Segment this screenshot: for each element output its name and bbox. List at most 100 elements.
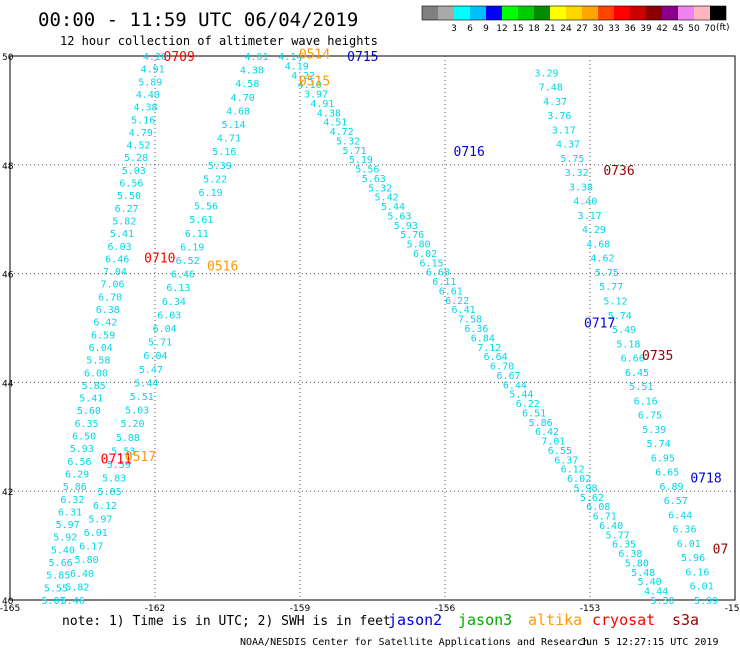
legend-swatch [566, 6, 582, 20]
wave-height-value: 6.55 [548, 446, 572, 457]
wave-height-value: 5.20 [120, 419, 144, 430]
wave-height-value: 5.60 [77, 406, 101, 417]
wave-height-value: 6.44 [503, 380, 527, 391]
legend-bin-label: 15 [512, 24, 523, 34]
wave-height-value: 4.79 [129, 128, 153, 139]
pass-time-label: 0711 [101, 453, 132, 468]
wave-height-value: 5.93 [70, 444, 94, 455]
wave-height-value: 6.56 [67, 457, 91, 468]
wave-height-value: 5.18 [616, 339, 640, 350]
pass-time-label: 0716 [454, 145, 485, 160]
wave-height-value: 6.16 [634, 396, 658, 407]
wave-height-value: 6.44 [668, 510, 692, 521]
wave-height-value: 6.16 [685, 567, 709, 578]
wave-height-value: 5.74 [608, 311, 632, 322]
wave-height-value: 4.91 [310, 99, 334, 110]
wave-height-value: 3.17 [552, 125, 576, 136]
wave-height-value: 7.06 [100, 280, 124, 291]
wave-height-value: 4.62 [590, 254, 614, 265]
wave-height-value: 6.65 [655, 468, 679, 479]
pass-time-label: 0735 [642, 349, 673, 364]
wave-height-value: 5.50 [117, 191, 141, 202]
wave-height-value: 5.47 [139, 365, 163, 376]
wave-height-value: 5.83 [102, 474, 126, 485]
wave-height-value: 5.49 [612, 325, 636, 336]
wave-height-value: 6.46 [105, 254, 129, 265]
wave-height-value: 6.61 [439, 286, 463, 297]
wave-height-value: 4.10 [298, 80, 322, 91]
wave-height-value: 5.80 [625, 558, 649, 569]
legend-bin-label: 18 [528, 24, 540, 34]
wave-height-value: 5.85 [98, 487, 122, 498]
wave-height-legend: 3 6 9 12 15 18 21 24 27 30 33 36 39 42 45 50 70 [421, 5, 727, 34]
legend-swatch [518, 6, 534, 20]
wave-height-value: 5.96 [681, 553, 705, 564]
wave-height-value: 3.76 [547, 111, 571, 122]
wave-height-value: 6.42 [93, 318, 117, 329]
wave-height-value: 5.82 [112, 216, 136, 227]
legend-swatch [646, 6, 662, 20]
wave-height-value: 6.22 [445, 296, 469, 307]
wave-height-value: 5.80 [75, 555, 99, 566]
wave-height-value: 5.51 [130, 392, 154, 403]
wave-height-value: 5.63 [362, 174, 386, 185]
legend-swatch [582, 6, 598, 20]
wave-height-value: 5.44 [509, 390, 533, 401]
wave-height-value: 5.40 [638, 577, 662, 588]
wave-height-value: 6.64 [484, 352, 508, 363]
legend-bin-label: 70 [704, 24, 716, 34]
wave-height-value: 6.95 [651, 453, 675, 464]
wave-height-value: 4.71 [217, 134, 241, 145]
footer-credit: NOAA/NESDIS Center for Satellite Applica… [240, 637, 589, 648]
wave-height-value: 6.52 [176, 256, 200, 267]
wave-height-value: 5.85 [46, 571, 70, 582]
legend-swatch [598, 6, 614, 20]
wave-height-value: 4.38 [134, 103, 158, 114]
legend-swatch [678, 6, 694, 20]
x-tick-label: -162 [145, 604, 165, 614]
wave-height-value: 3.32 [565, 168, 589, 179]
wave-height-value: 5.61 [189, 215, 213, 226]
wave-height-value: 5.86 [63, 482, 87, 493]
wave-height-value: 6.11 [432, 277, 456, 288]
chart-subtitle: 12 hour collection of altimeter wave hei… [60, 34, 378, 48]
wave-height-value: 5.76 [400, 230, 424, 241]
wave-height-value: 6.38 [618, 549, 642, 560]
pass-time-label: 0709 [164, 50, 195, 65]
legend-swatch [502, 6, 518, 20]
wave-height-value: 6.27 [115, 204, 139, 215]
wave-height-value: 5.82 [65, 582, 89, 593]
satellite-legend-item: jason2 [388, 611, 442, 629]
wave-height-value: 6.41 [452, 305, 476, 316]
pass-time-label: 0717 [584, 317, 615, 332]
wave-height-value: 6.12 [93, 501, 117, 512]
wave-height-value: 6.04 [89, 343, 113, 354]
wave-height-value: 6.40 [70, 569, 94, 580]
wave-height-value: 6.02 [567, 474, 591, 485]
wave-height-value: 6.17 [79, 542, 103, 553]
wave-height-value: 5.07 [41, 596, 65, 607]
wave-height-value: 6.50 [72, 432, 96, 443]
wave-height-value: 4.38 [240, 66, 264, 77]
wave-height-value: 5.99 [694, 596, 718, 607]
wave-height-value: 5.03 [125, 406, 149, 417]
wave-height-value: 6.01 [84, 528, 108, 539]
wave-height-value: 6.68 [426, 268, 450, 279]
plot-grid [10, 56, 735, 600]
legend-bin-label: 36 [624, 24, 636, 34]
wave-height-value: 6.03 [157, 310, 181, 321]
pass-time-label: 0718 [690, 472, 721, 487]
wave-height-value: 6.75 [638, 411, 662, 422]
legend-swatch [534, 6, 550, 20]
y-tick-label: 50 [2, 53, 14, 63]
wave-height-value: 6.84 [471, 333, 495, 344]
pass-time-label: 0514 [299, 47, 330, 62]
x-tick-label: -150 [725, 604, 740, 614]
wave-height-value: 5.44 [134, 378, 158, 389]
wave-height-value: 5.92 [53, 533, 77, 544]
wave-height-value: 5.51 [629, 382, 653, 393]
wave-height-value: 5.98 [573, 483, 597, 494]
legend-swatch [550, 6, 566, 20]
wave-height-value: 5.40 [51, 545, 75, 556]
wave-height-value: 3.38 [569, 182, 593, 193]
